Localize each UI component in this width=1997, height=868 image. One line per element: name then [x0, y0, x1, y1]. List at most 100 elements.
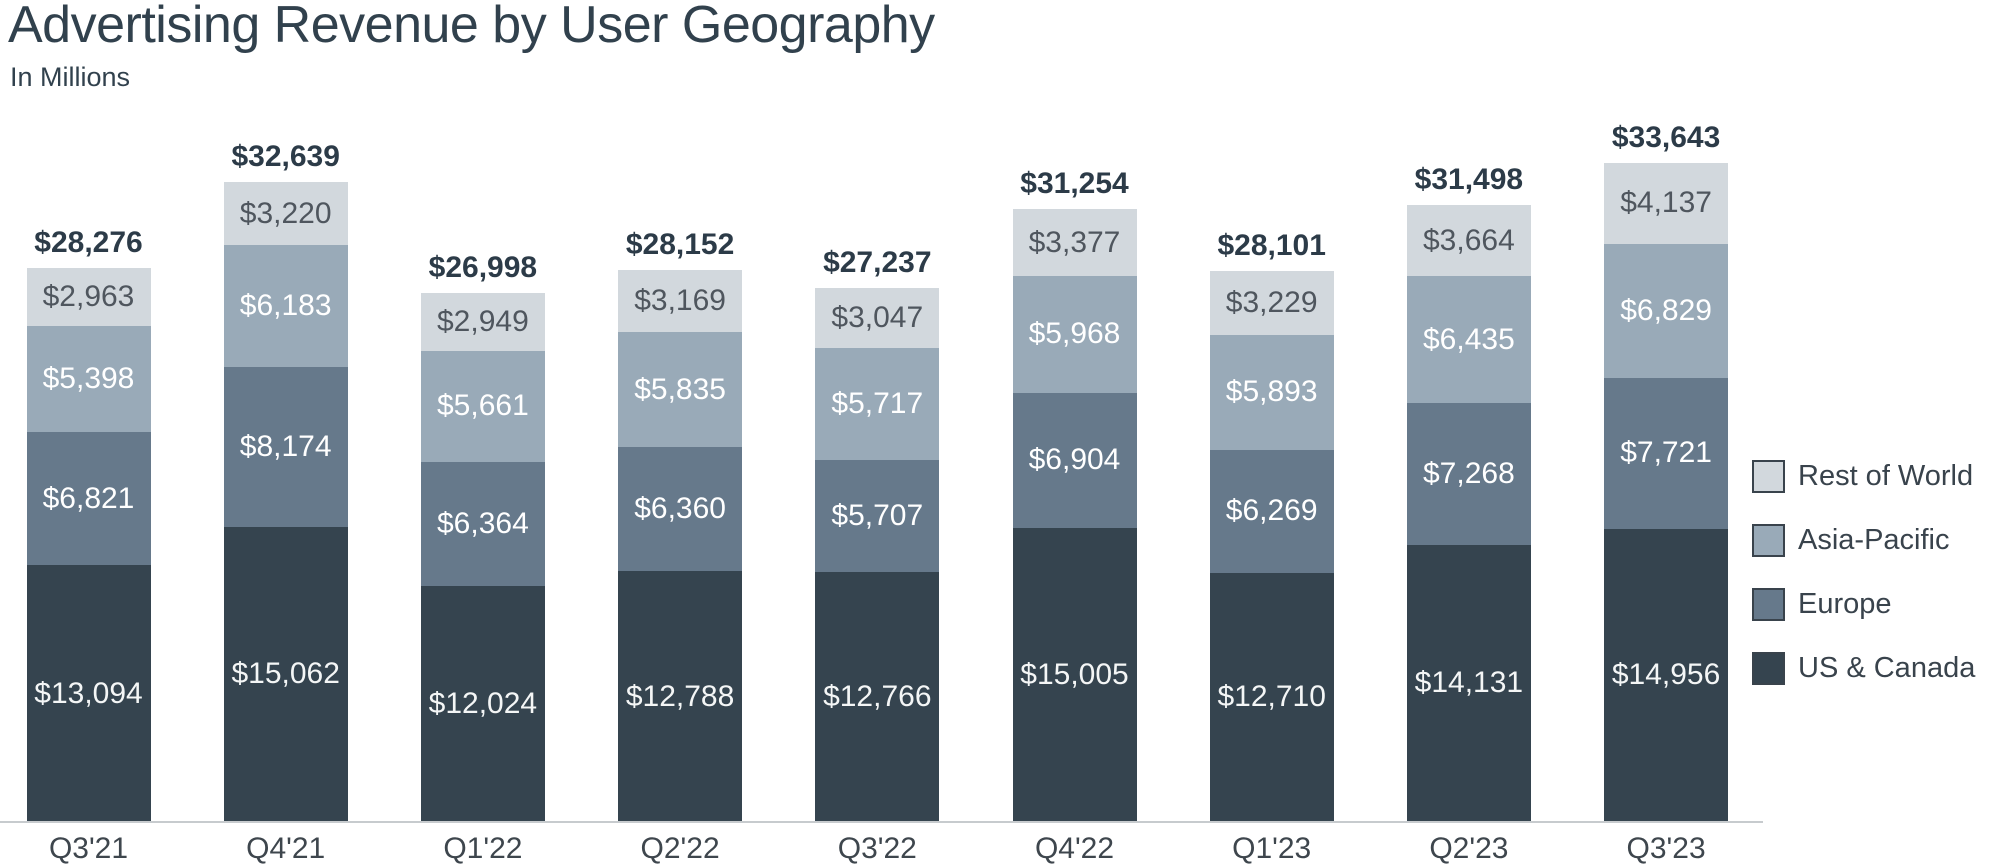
bar-segment-europe: $6,364	[420, 461, 545, 587]
segment-value-label: $12,766	[823, 679, 932, 713]
legend: Rest of World Asia-Pacific Europe US & Cana…	[1752, 460, 1975, 716]
bar-q4-22: $3,377 $5,968 $6,904 $15,005	[1012, 209, 1137, 822]
segment-value-label: $3,047	[831, 301, 924, 335]
bar-segment-us-canada: $15,005	[1012, 527, 1137, 822]
bar-segment-us-canada: $15,062	[223, 526, 348, 822]
segment-value-label: $15,062	[231, 657, 340, 691]
bar-segment-asia-pacific: $5,398	[26, 325, 151, 432]
x-axis-label-q2-23: Q2'23	[1429, 832, 1509, 865]
segment-value-label: $7,268	[1423, 456, 1515, 490]
x-axis-label-q1-23: Q1'23	[1232, 832, 1312, 865]
legend-label: US & Canada	[1798, 652, 1976, 684]
x-axis-line	[0, 821, 1763, 823]
legend-label: Europe	[1798, 588, 1892, 620]
bar-q1-23: $3,229 $5,893 $6,269 $12,710	[1209, 271, 1334, 822]
segment-value-label: $6,821	[42, 481, 135, 515]
bar-segment-europe: $6,904	[1012, 392, 1137, 528]
x-axis-label-q3-23: Q3'23	[1626, 832, 1706, 865]
x-axis-label-q4-21: Q4'21	[246, 832, 326, 865]
segment-value-label: $14,956	[1611, 658, 1721, 692]
legend-swatch-icon	[1752, 652, 1785, 685]
segment-value-label: $3,229	[1225, 285, 1318, 319]
bar-segment-rest-of-world: $2,949	[420, 292, 545, 351]
bar-total-label: $33,643	[1611, 120, 1721, 154]
bar-segment-us-canada: $14,131	[1406, 545, 1531, 822]
bar-segment-rest-of-world: $3,664	[1406, 204, 1531, 277]
bar-total-label: $31,498	[1414, 162, 1524, 196]
segment-value-label: $6,183	[239, 288, 332, 322]
bar-total-label: $31,254	[1020, 167, 1129, 201]
bar-segment-asia-pacific: $5,717	[815, 347, 940, 460]
bar-total-label: $27,237	[823, 246, 932, 280]
bar-segment-europe: $6,269	[1209, 450, 1334, 573]
bar-segment-rest-of-world: $3,220	[223, 182, 348, 246]
bar-segment-asia-pacific: $6,183	[223, 245, 348, 367]
legend-swatch-icon	[1752, 524, 1785, 557]
bar-total-label: $28,276	[34, 225, 143, 259]
segment-value-label: $12,788	[625, 679, 735, 713]
bar-segment-europe: $6,821	[26, 431, 151, 566]
bar-total-label: $28,101	[1217, 229, 1326, 263]
bar-segment-asia-pacific: $6,829	[1604, 243, 1729, 378]
segment-value-label: $4,137	[1620, 186, 1712, 220]
bar-segment-us-canada: $13,094	[26, 565, 151, 822]
bar-segment-rest-of-world: $2,963	[26, 267, 151, 326]
x-axis-label-q4-22: Q4'22	[1034, 832, 1115, 865]
bar-q2-22: $3,169 $5,835 $6,360 $12,788	[618, 270, 743, 822]
segment-value-label: $5,661	[437, 389, 529, 423]
bar-segment-europe: $7,268	[1406, 402, 1531, 546]
legend-item-us-canada: US & Canada	[1752, 652, 1975, 685]
segment-value-label: $12,024	[428, 687, 538, 721]
bar-q3-23: $4,137 $6,829 $7,721 $14,956	[1604, 162, 1729, 822]
legend-item-asia-pacific: Asia-Pacific	[1752, 524, 1975, 557]
segment-value-label: $15,005	[1020, 657, 1129, 691]
legend-swatch-icon	[1752, 588, 1785, 621]
bar-q2-23: $3,664 $6,435 $7,268 $14,131	[1406, 204, 1531, 822]
bar-segment-us-canada: $12,788	[618, 571, 743, 822]
segment-value-label: $5,707	[831, 498, 924, 532]
segment-value-label: $6,829	[1620, 293, 1712, 327]
chart-subtitle: In Millions	[10, 62, 131, 92]
segment-value-label: $12,710	[1217, 680, 1326, 714]
segment-value-label: $14,131	[1414, 666, 1524, 700]
bar-segment-rest-of-world: $3,169	[618, 270, 743, 333]
bar-segment-europe: $5,707	[815, 459, 940, 572]
bar-segment-asia-pacific: $5,835	[618, 332, 743, 447]
segment-value-label: $8,174	[239, 429, 332, 463]
segment-value-label: $5,398	[42, 361, 135, 395]
bar-segment-asia-pacific: $5,661	[420, 350, 545, 462]
bar-segment-rest-of-world: $3,377	[1012, 209, 1137, 276]
bar-segment-us-canada: $12,766	[815, 571, 940, 822]
segment-value-label: $3,377	[1028, 225, 1121, 259]
segment-value-label: $6,904	[1028, 443, 1121, 477]
segment-value-label: $5,717	[831, 386, 924, 420]
bar-q3-21: $2,963 $5,398 $6,821 $13,094	[26, 267, 151, 822]
bar-total-label: $32,639	[231, 140, 340, 174]
segment-value-label: $13,094	[34, 676, 143, 710]
bar-segment-europe: $7,721	[1604, 377, 1729, 529]
segment-value-label: $3,169	[634, 284, 726, 318]
bar-segment-rest-of-world: $3,047	[815, 288, 940, 348]
bar-segment-rest-of-world: $3,229	[1209, 271, 1334, 335]
legend-item-rest-of-world: Rest of World	[1752, 460, 1975, 493]
segment-value-label: $7,721	[1620, 436, 1712, 470]
bar-q4-21: $3,220 $6,183 $8,174 $15,062	[223, 182, 348, 822]
bar-segment-us-canada: $12,024	[420, 586, 545, 822]
bar-q1-22: $2,949 $5,661 $6,364 $12,024	[420, 292, 545, 822]
x-axis-label-q3-21: Q3'21	[48, 832, 129, 865]
legend-label: Rest of World	[1798, 460, 1974, 492]
segment-value-label: $6,360	[634, 492, 726, 526]
legend-swatch-icon	[1752, 460, 1785, 493]
x-axis-label-q3-22: Q3'22	[837, 832, 917, 865]
segment-value-label: $5,893	[1225, 375, 1318, 409]
segment-value-label: $6,269	[1225, 494, 1318, 528]
bar-segment-rest-of-world: $4,137	[1604, 162, 1729, 244]
segment-value-label: $5,968	[1028, 317, 1121, 351]
bar-segment-us-canada: $14,956	[1604, 528, 1729, 822]
segment-value-label: $2,949	[437, 304, 529, 338]
x-axis-label-q1-22: Q1'22	[443, 832, 523, 865]
bar-segment-asia-pacific: $5,893	[1209, 334, 1334, 451]
segment-value-label: $3,220	[239, 196, 332, 230]
segment-value-label: $5,835	[634, 372, 726, 406]
